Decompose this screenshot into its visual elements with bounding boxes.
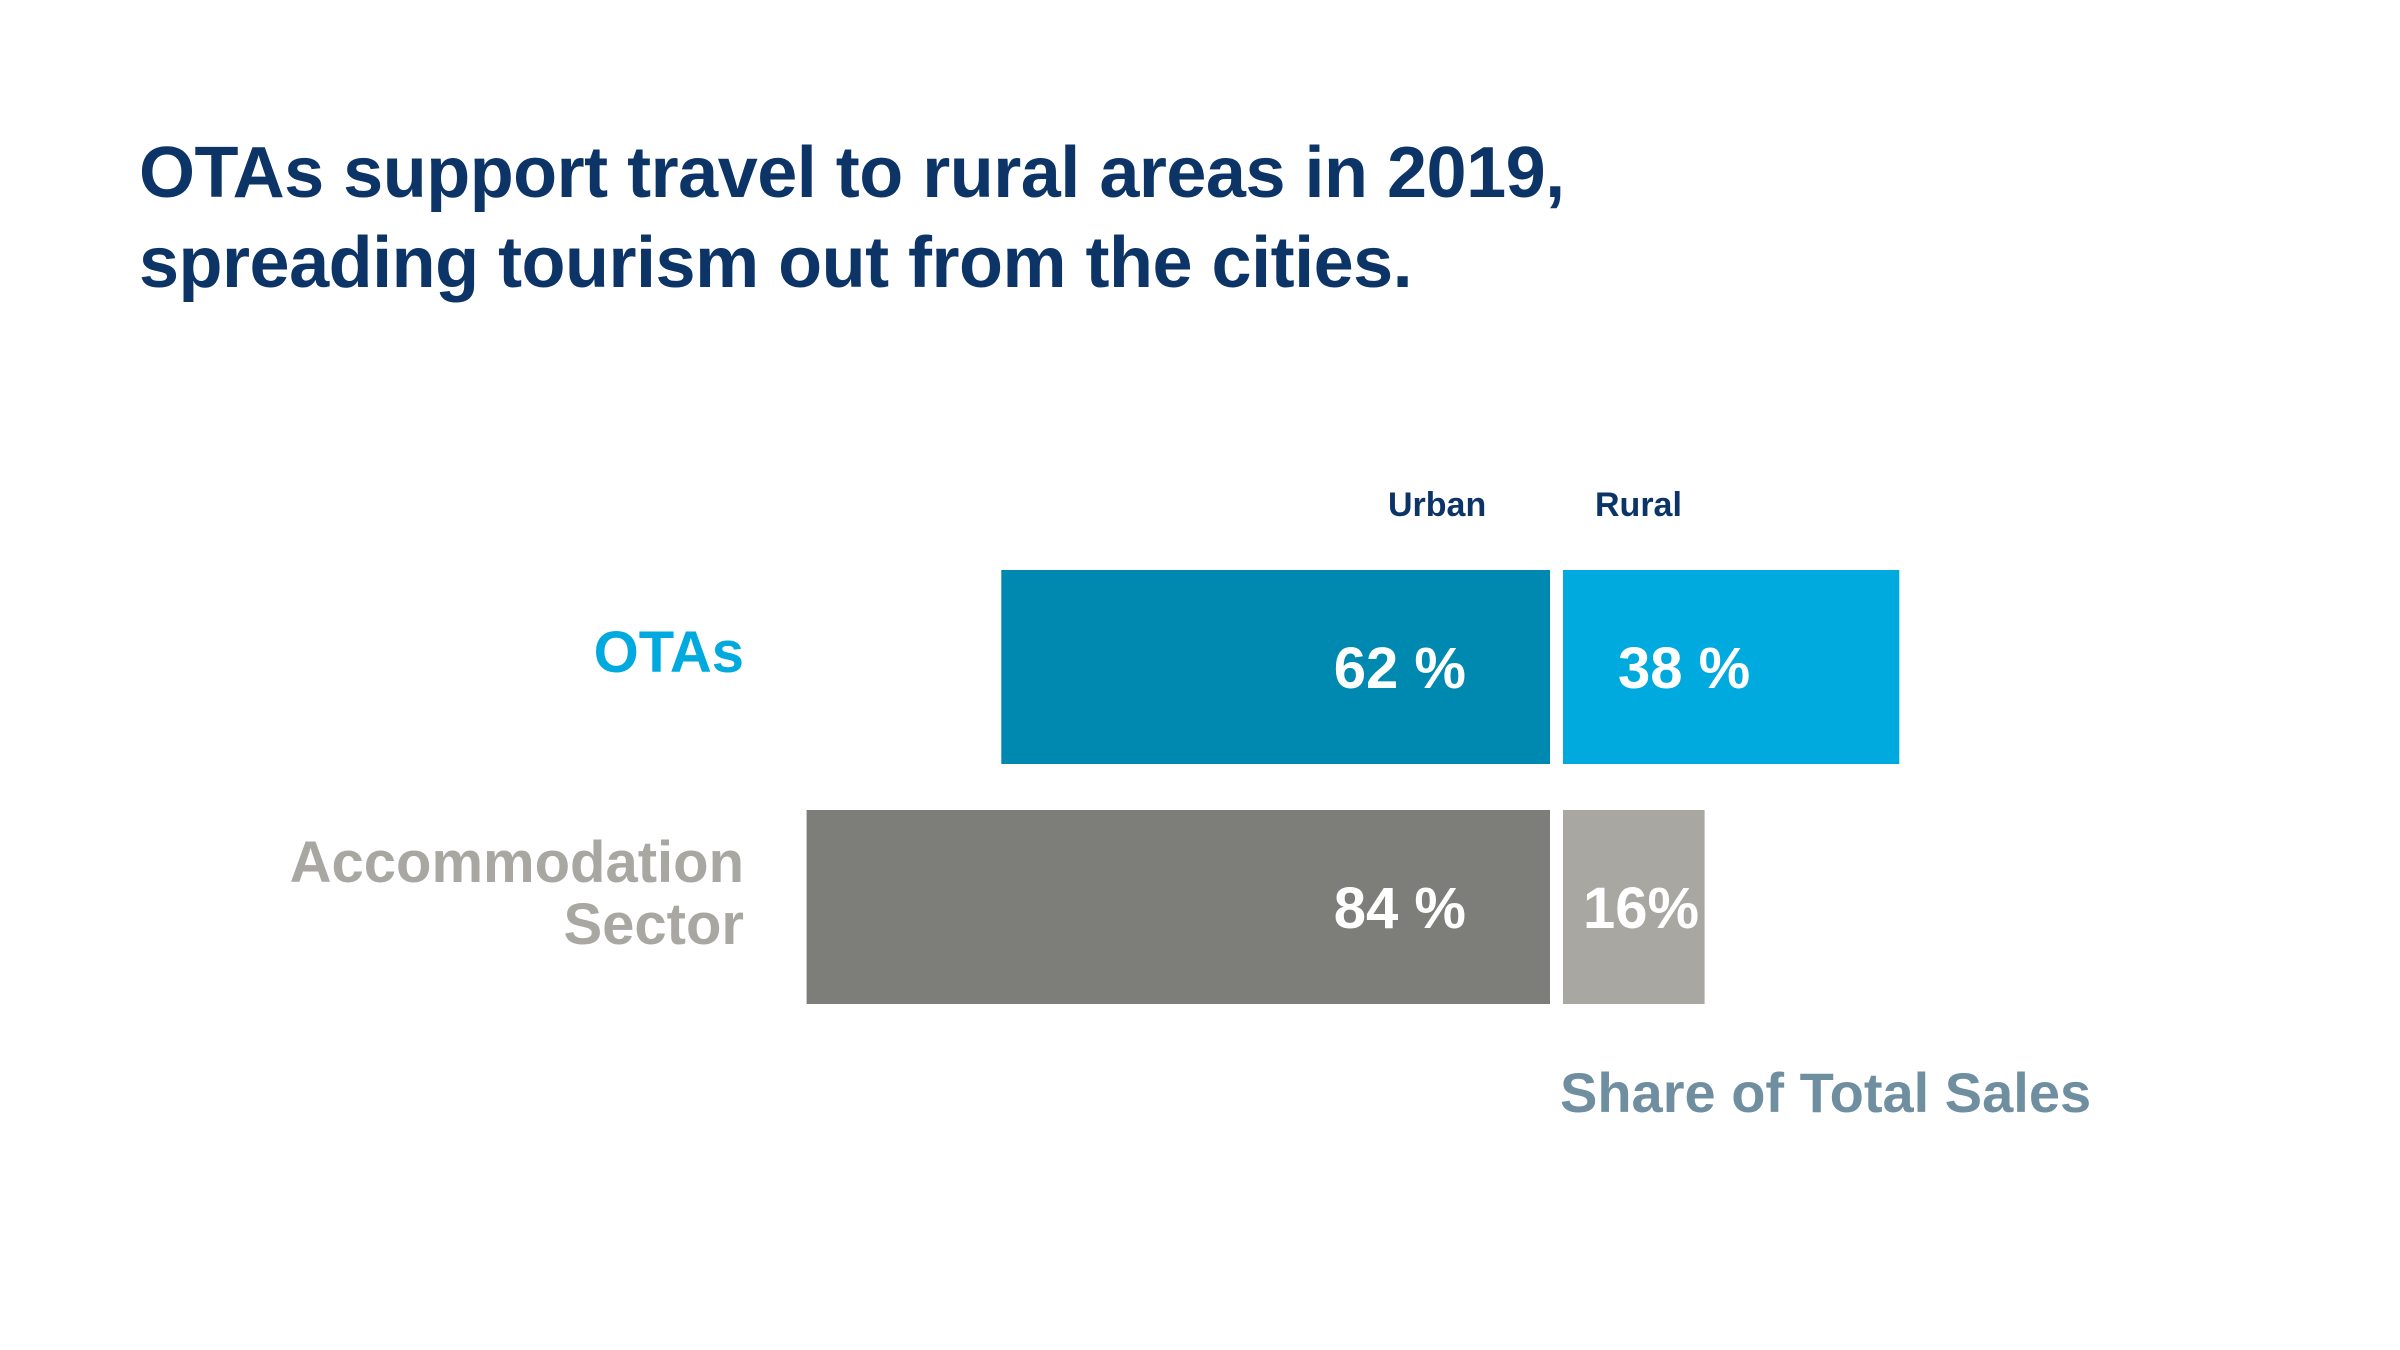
data-label-urban-0: 62 % [1334,636,1466,701]
category-label-otas-text: OTAs [593,620,744,685]
bar-urban-0 [1001,570,1550,764]
category-label-accommodation-line-1: Accommodation [289,830,744,895]
data-label-rural-0: 38 % [1618,636,1750,701]
legend-urban: Urban [1388,486,1487,524]
x-axis-label: Share of Total Sales [1560,1061,2092,1124]
bar-rural-1 [1563,810,1705,1004]
data-label-urban-1: 84 % [1334,876,1466,941]
bar-rural-0 [1563,570,1900,764]
title-line-1: OTAs support travel to rural areas in 20… [139,133,1565,213]
category-label-otas: OTAs [594,620,744,686]
legend-rural: Rural [1595,486,1682,524]
chart-title: OTAs support travel to rural areas in 20… [139,128,1565,308]
bar-urban-1 [806,810,1550,1004]
title-line-2: spreading tourism out from the cities. [139,223,1413,303]
data-label-rural-1: 16% [1583,876,1699,941]
category-label-accommodation-text: Accommodation Sector [290,832,744,956]
category-label-accommodation-line-2: Sector [563,892,744,957]
category-label-accommodation: Accommodation Sector [290,832,744,956]
